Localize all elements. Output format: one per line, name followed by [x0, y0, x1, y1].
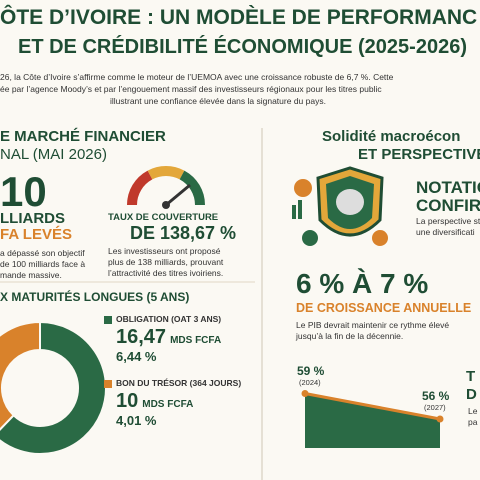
value: 16,47 MDS FCFA [116, 326, 222, 348]
intro: ée par l’agence Moody’s et par l’engouem… [0, 84, 382, 94]
note: Le PIB devrait maintenir ce rythme élevé [296, 320, 450, 330]
label: D [466, 386, 477, 403]
label: OBLIGATION (OAT 3 ANS) [116, 314, 222, 324]
label: DE CROISSANCE ANNUELLE [296, 301, 472, 315]
x-label: (2024) [299, 377, 321, 387]
point [436, 415, 444, 423]
section-heading: Solidité macroécon [322, 128, 461, 145]
x-label: (2027) [424, 403, 446, 412]
label: TAUX DE COUVERTURE [108, 212, 219, 223]
title: ET DE CRÉDIBILITÉ ÉCONOMIQUE (2025-2026) [18, 36, 467, 58]
area-edge [304, 392, 441, 421]
note: mande massive. [0, 270, 62, 280]
note: de 100 milliards face à [0, 259, 86, 269]
label: BON DU TRÉSOR (364 JOURS) [116, 378, 242, 388]
note: La perspective st [416, 216, 480, 226]
unit: MDS FCFA [170, 335, 222, 346]
value: 6,44 % [116, 349, 157, 364]
note: une diversificati [416, 227, 475, 237]
label: FA LEVÉS [0, 226, 72, 243]
value: DE 138,67 % [130, 223, 237, 243]
legend-swatch [104, 316, 112, 324]
area [305, 393, 440, 448]
big-number: 10 [0, 168, 47, 215]
donut-slice [0, 320, 107, 455]
note: l’attractivité des titres ivoiriens. [108, 268, 224, 278]
intro: illustrant une confiance élevée dans la … [110, 96, 326, 106]
label: T [466, 368, 476, 385]
emblem [292, 166, 388, 246]
section-heading: NAL (MAI 2026) [0, 146, 107, 163]
legend-swatch [104, 380, 112, 388]
title: ÔTE D’IVOIRE : UN MODÈLE DE PERFORMANC [0, 6, 478, 29]
section-heading: E MARCHÉ FINANCIER [0, 128, 166, 145]
note: Le [468, 406, 478, 416]
point [301, 390, 309, 397]
donut-slice [0, 320, 41, 431]
value-label: 59 % [297, 363, 325, 378]
section-heading: X MATURITÉS LONGUES (5 ANS) [0, 290, 190, 304]
note: a dépassé son objectif [0, 248, 85, 258]
big-number: 6 % À 7 % [296, 268, 429, 299]
note: pa [468, 417, 478, 427]
value: 10 MDS FCFA [116, 390, 194, 412]
label: CONFIR [416, 196, 480, 215]
unit: MDS FCFA [142, 399, 194, 410]
label: LLIARDS [0, 210, 65, 227]
section-heading: ET PERSPECTIVE [358, 146, 480, 163]
intro: 26, la Côte d’Ivoire s’affirme comme le … [0, 72, 394, 82]
note: Les investisseurs ont proposé [108, 246, 221, 256]
note: jusqu’à la fin de la décennie. [296, 331, 404, 341]
gauge [127, 166, 205, 209]
label: NOTATIO [416, 178, 480, 197]
note: plus de 138 milliards, prouvant [108, 257, 224, 267]
value-label: 56 % [422, 389, 450, 403]
value: 4,01 % [116, 413, 157, 428]
